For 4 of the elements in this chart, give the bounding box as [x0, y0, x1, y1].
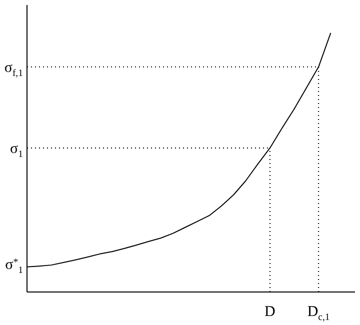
ref-line-label: σ$_{f,1}$ — [4, 60, 24, 78]
x-tick-label: D$_{c,1}$ — [307, 304, 330, 322]
ref-line-label: σ$_{1}$ — [10, 140, 24, 160]
x-tick-label: D — [264, 304, 276, 320]
